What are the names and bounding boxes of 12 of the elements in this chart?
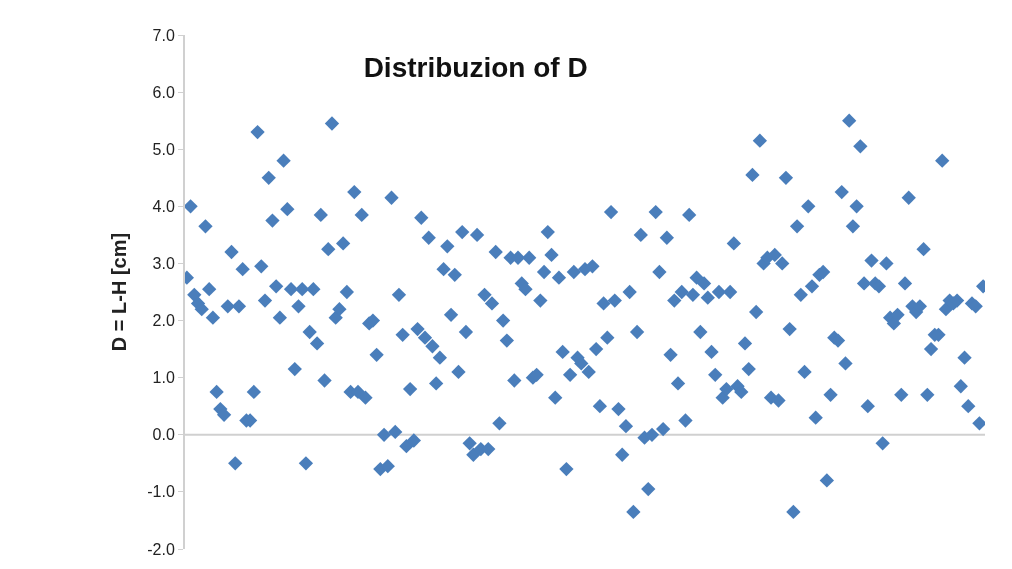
y-tick-label: 3.0 bbox=[152, 255, 175, 273]
y-tick-label: 2.0 bbox=[152, 312, 175, 330]
y-tick-label: 4.0 bbox=[152, 197, 175, 215]
y-tick-label: 5.0 bbox=[152, 140, 175, 158]
y-tick-label: 0.0 bbox=[152, 426, 175, 444]
y-tick-label: 1.0 bbox=[152, 369, 175, 387]
text: Distribuzion of D bbox=[363, 51, 588, 83]
y-tick-label: -2.0 bbox=[147, 540, 175, 558]
y-tick-label: -1.0 bbox=[147, 483, 175, 501]
y-axis-title: D = L-H [cm] bbox=[108, 232, 131, 352]
y-tick-label: 6.0 bbox=[152, 83, 175, 101]
y-tick-label: 7.0 bbox=[152, 26, 175, 44]
